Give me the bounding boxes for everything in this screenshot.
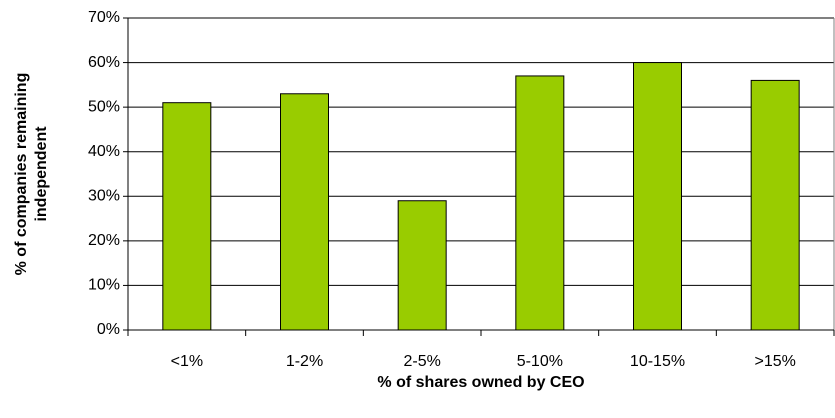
y-axis-label: % of companies remaining (13, 73, 30, 276)
y-axis-label: independent (33, 126, 50, 222)
x-tick-label: >15% (754, 353, 795, 370)
x-tick-label: 5-10% (517, 353, 563, 370)
x-tick-label: <1% (171, 353, 203, 370)
y-tick-label: 0% (97, 321, 120, 338)
bar (515, 75, 565, 331)
y-tick-label: 50% (88, 98, 120, 115)
bar (750, 79, 800, 331)
x-tick-label: 1-2% (286, 353, 323, 370)
bar (397, 200, 447, 331)
x-tick-label: 10-15% (630, 353, 685, 370)
y-tick-label: 60% (88, 54, 120, 71)
y-tick-label: 30% (88, 188, 120, 205)
bar (280, 93, 329, 331)
x-axis-label: % of shares owned by CEO (377, 374, 584, 391)
x-tick-label: 2-5% (403, 353, 440, 370)
bar (633, 62, 682, 331)
y-tick-label: 70% (88, 9, 120, 26)
y-tick-label: 20% (88, 232, 120, 249)
y-tick-label: 40% (88, 143, 120, 160)
bar (162, 102, 212, 331)
y-tick-label: 10% (88, 277, 120, 294)
